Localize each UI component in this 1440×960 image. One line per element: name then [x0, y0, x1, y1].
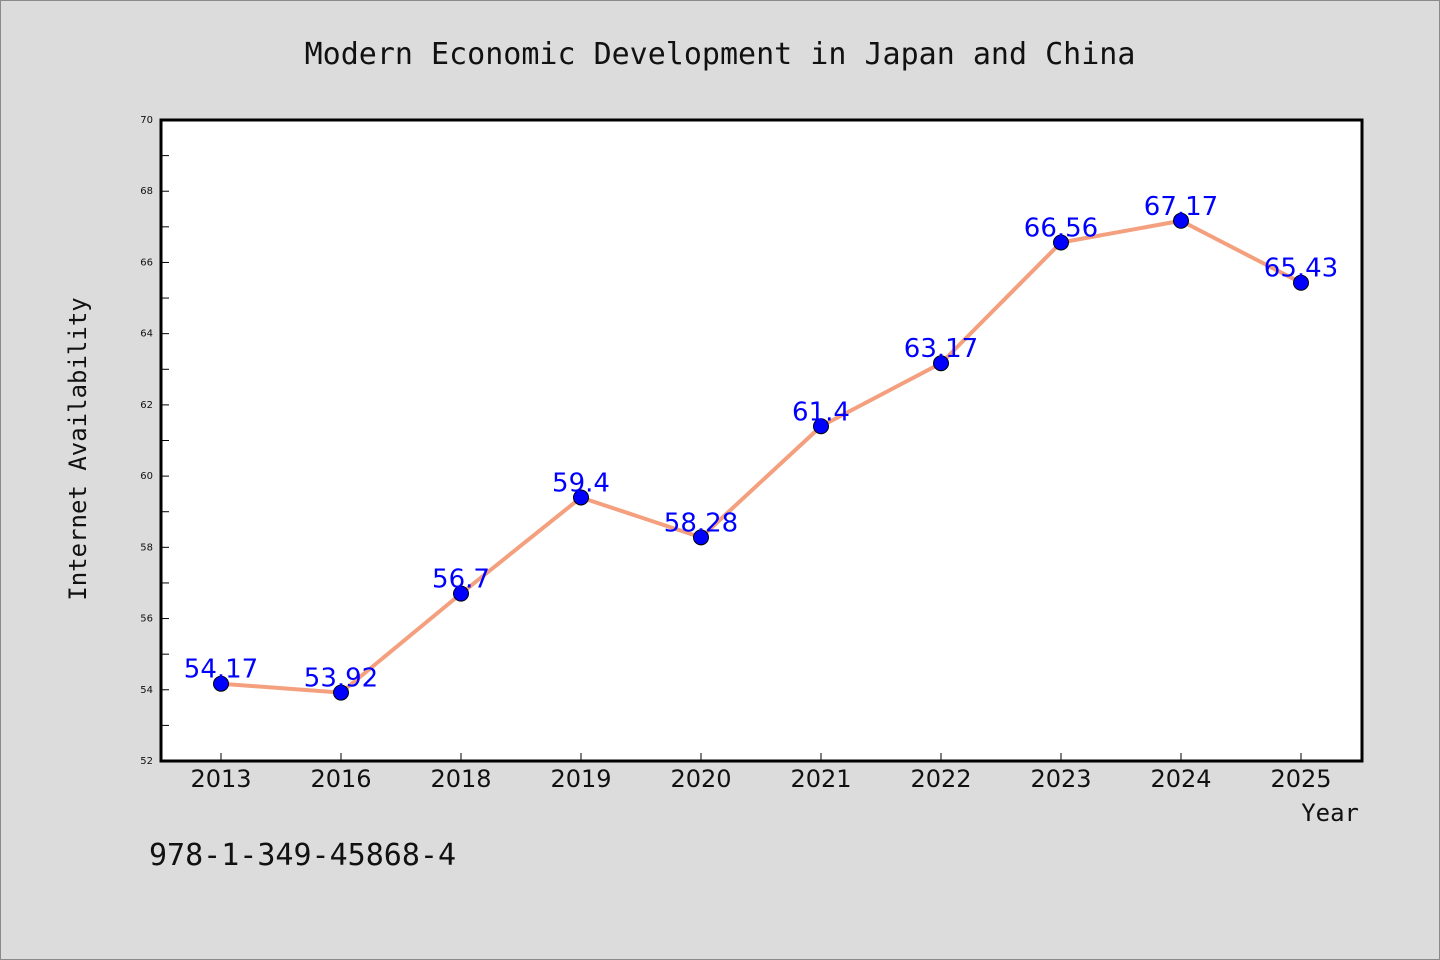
data-label: 63.17: [904, 334, 978, 364]
data-labels-group: 54.17 53.92 56.7 59.4 58.28 61.4 63.17 66.56 67.…: [184, 192, 1338, 694]
x-tick-label: 2016: [310, 765, 371, 793]
y-tick-label: 70: [140, 115, 153, 126]
x-tick-label: 2022: [910, 765, 971, 793]
data-label: 56.7: [432, 565, 490, 595]
data-label: 54.17: [184, 655, 258, 685]
data-label: 53.92: [304, 664, 378, 694]
data-point: [573, 489, 589, 506]
y-tick-label: 60: [140, 471, 153, 482]
data-point: [1173, 212, 1189, 229]
y-tick-label: 56: [140, 614, 153, 625]
y-axis-ticks: 52 54 56 58 60 62 64 66 68 70: [140, 115, 169, 767]
data-point: [453, 585, 469, 602]
y-tick-label: 62: [140, 400, 153, 411]
y-tick-label: 52: [140, 756, 153, 767]
data-point: [693, 529, 709, 546]
data-point: [933, 355, 949, 372]
y-tick-label: 58: [140, 542, 153, 553]
y-tick-label: 54: [140, 685, 153, 696]
data-point: [213, 675, 229, 692]
isbn-text: 978-1-349-45868-4: [149, 838, 456, 873]
y-axis-label: Internet Availability: [64, 297, 92, 600]
x-tick-label: 2013: [190, 765, 251, 793]
chart-title: Modern Economic Development in Japan and…: [305, 37, 1136, 72]
x-axis-ticks: 2013 2016 2018 2019 2020 2021 2022 2023 2024 2025: [190, 753, 1332, 793]
data-label: 65.43: [1264, 254, 1338, 284]
plot-area: [159, 118, 1364, 763]
x-tick-label: 2025: [1270, 765, 1331, 793]
y-tick-label: 64: [140, 329, 153, 340]
data-point: [333, 684, 349, 701]
data-point: [1293, 274, 1309, 291]
data-label: 61.4: [792, 397, 850, 427]
x-axis-label: Year: [1301, 799, 1359, 827]
x-tick-label: 2018: [430, 765, 491, 793]
y-tick-label: 68: [140, 186, 153, 197]
data-label: 58.28: [664, 508, 738, 538]
x-tick-label: 2019: [550, 765, 611, 793]
x-tick-label: 2023: [1030, 765, 1091, 793]
x-tick-label: 2024: [1150, 765, 1211, 793]
data-label: 66.56: [1024, 214, 1098, 244]
series-line: [219, 218, 1303, 695]
series-group: [213, 212, 1309, 701]
x-tick-label: 2021: [790, 765, 851, 793]
x-tick-label: 2020: [670, 765, 731, 793]
y-tick-label: 66: [140, 257, 153, 268]
data-point: [813, 418, 829, 435]
data-label: 67.17: [1144, 192, 1218, 222]
data-point: [1053, 234, 1069, 251]
data-label: 59.4: [552, 468, 610, 498]
